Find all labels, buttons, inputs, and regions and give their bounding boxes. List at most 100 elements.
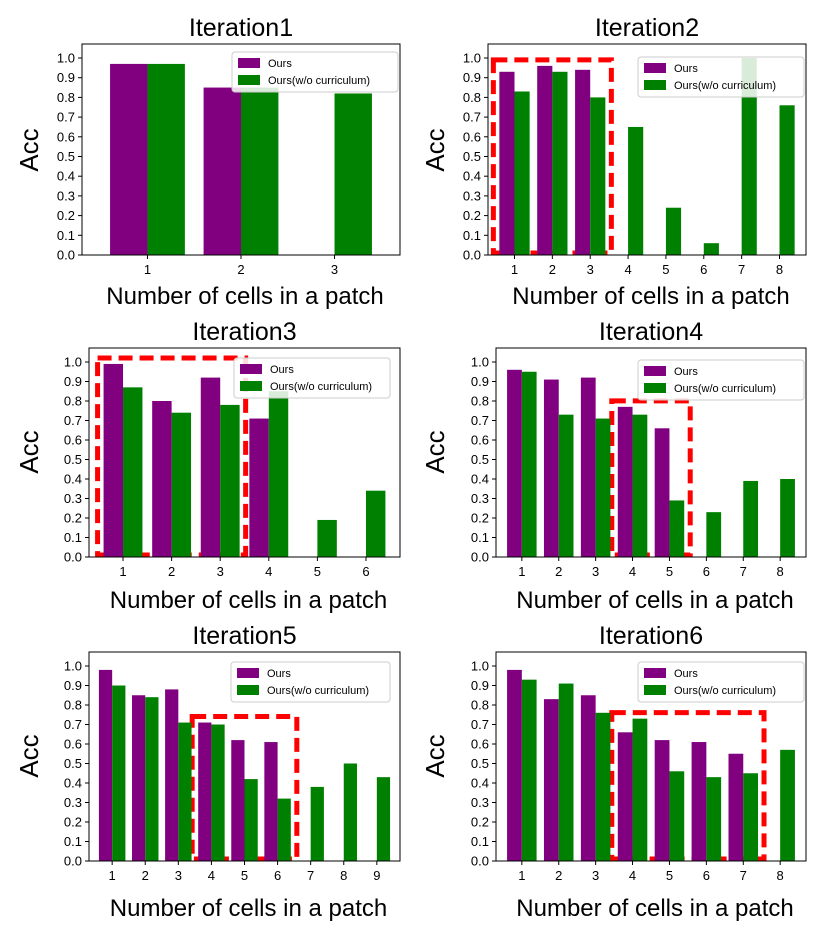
y-tick-label: 1.0 [64,659,82,674]
x-tick-label: 7 [740,868,747,883]
y-axis-label: Acc [420,128,450,171]
bar-ours-4 [617,406,633,557]
legend-swatch [240,364,262,374]
y-tick-label: 0.8 [471,698,489,713]
legend-label: Ours [268,58,292,70]
legend-label: Ours [674,668,698,680]
y-tick-label: 0.1 [64,834,82,849]
y-tick-label: 0.2 [64,815,82,830]
y-tick-label: 0.1 [57,228,75,243]
bar-ours-wo-curriculum-4 [211,724,225,861]
y-tick-label: 0.8 [471,394,489,409]
y-tick-label: 0.8 [57,90,75,105]
y-axis-label: Acc [420,430,450,473]
bar-ours-1 [103,363,124,557]
legend: Ours Ours(w/o curriculum) [231,51,399,93]
legend-label: Ours(w/o curriculum) [268,75,370,87]
x-tick-label: 4 [629,564,636,579]
legend: Ours Ours(w/o curriculum) [233,357,391,399]
y-tick-label: 0.0 [64,854,82,869]
x-tick-label: 3 [592,868,599,883]
y-tick-label: 1.0 [57,51,75,66]
x-tick-label: 6 [703,868,710,883]
highlight-box [95,355,249,558]
y-tick-label: 0.5 [463,149,481,164]
legend-box [637,359,805,401]
bar-ours-wo-curriculum-4 [632,414,648,557]
bar-ours-2 [537,65,553,255]
bar-ours-wo-curriculum-8 [343,763,357,861]
bar-ours-wo-curriculum-2 [241,87,279,255]
chart-panel-2: 0.0 0.1 0.2 0.3 0.4 0.5 0.6 0.7 0.8 0.9 1.0 1 2 3 4 5 6 7… [420,14,807,310]
x-tick-label: 7 [738,262,745,277]
y-tick-label: 0.2 [471,511,489,526]
y-tick-label: 0.3 [463,188,481,203]
x-tick-label: 3 [217,564,224,579]
x-tick-label: 4 [629,868,636,883]
y-tick-label: 0.4 [64,472,82,487]
x-tick-label: 6 [700,262,707,277]
y-tick-label: 0.4 [463,169,481,184]
legend-label: Ours(w/o curriculum) [267,685,369,697]
y-tick-label: 1.0 [463,51,481,66]
y-tick-label: 1.0 [64,355,82,370]
y-tick-label: 0.8 [64,394,82,409]
legend-swatch [644,383,666,393]
x-tick-label: 5 [666,564,673,579]
y-tick-label: 0.4 [64,776,82,791]
x-tick-label: 1 [518,868,525,883]
y-tick-label: 0.3 [64,795,82,810]
legend-label: Ours(w/o curriculum) [674,383,776,395]
bar-ours-6 [264,742,278,861]
bar-ours-wo-curriculum-1 [147,63,185,255]
x-tick-label: 2 [168,564,175,579]
y-tick-label: 0.5 [64,452,82,467]
x-tick-label: 1 [511,262,518,277]
bar-ours-wo-curriculum-1 [521,679,537,861]
legend-label: Ours [267,668,291,680]
y-tick-label: 0.7 [471,413,489,428]
y-tick-label: 0.9 [463,70,481,85]
bar-ours-wo-curriculum-2 [558,683,574,861]
y-tick-label: 0.7 [64,717,82,732]
x-tick-label: 8 [777,564,784,579]
bar-ours-wo-curriculum-1 [123,387,143,557]
bar-ours-2 [203,87,241,255]
legend-box [637,661,805,703]
bar-ours-wo-curriculum-3 [220,404,240,557]
legend-box [637,56,805,98]
y-tick-label: 0.1 [64,530,82,545]
x-tick-label: 4 [208,868,215,883]
bar-ours-wo-curriculum-5 [317,519,337,557]
x-tick-label: 1 [109,868,116,883]
legend-swatch [644,668,666,678]
plot-frame [487,43,807,256]
y-tick-label: 0.7 [463,110,481,125]
bar-ours-wo-curriculum-8 [780,749,795,861]
plot-frame [495,347,807,558]
y-tick-label: 0.9 [471,374,489,389]
chart-panel-4: 0.0 0.1 0.2 0.3 0.4 0.5 0.6 0.7 0.8 0.9 1.0 1 2 3 4 5 6 7… [420,318,807,614]
highlight-box [609,710,767,862]
y-axis-label: Acc [14,430,44,473]
highlight-box [609,398,693,558]
y-tick-label: 0.4 [57,169,75,184]
y-tick-label: 0.6 [64,737,82,752]
legend-swatch [237,668,259,678]
x-tick-label: 5 [662,262,669,277]
bar-ours-1 [110,63,148,255]
bar-ours-wo-curriculum-8 [780,479,795,557]
y-tick-label: 0.1 [471,834,489,849]
x-tick-label: 5 [241,868,248,883]
bar-ours-4 [198,722,212,861]
chart-title: Iteration4 [599,318,703,346]
y-tick-label: 0.9 [471,678,489,693]
bar-ours-wo-curriculum-2 [171,412,192,557]
x-tick-label: 3 [587,262,594,277]
bar-ours-wo-curriculum-2 [552,71,568,255]
y-tick-label: 1.0 [471,355,489,370]
bar-ours-wo-curriculum-6 [365,490,386,557]
x-tick-label: 1 [144,262,151,277]
y-tick-label: 0.3 [64,491,82,506]
